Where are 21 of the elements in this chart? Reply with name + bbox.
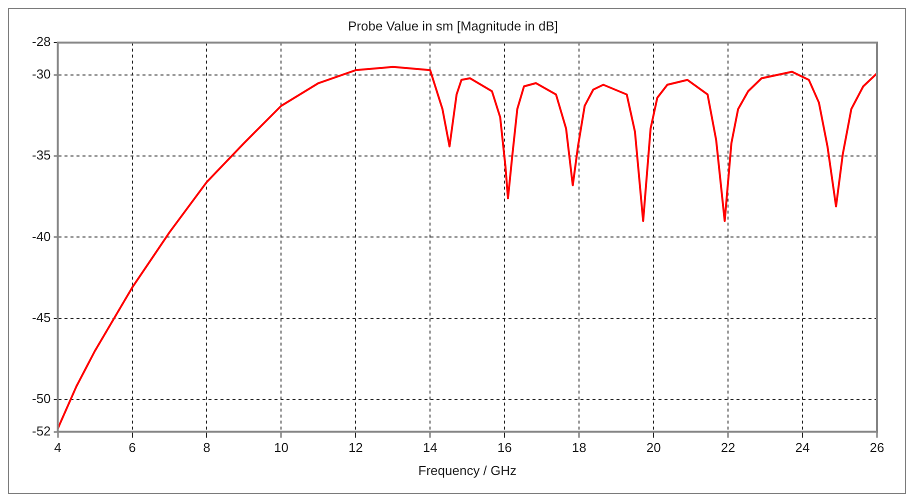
x-tick-label: 20: [646, 440, 661, 456]
x-tick-label: 18: [572, 440, 586, 456]
y-tick-label: -50: [32, 390, 51, 406]
y-tick-label: -52: [32, 423, 51, 438]
x-tick-label: 22: [720, 440, 736, 456]
x-tick-label: 8: [203, 440, 210, 456]
x-tick-label: 10: [274, 440, 288, 456]
x-tick-label: 26: [870, 440, 884, 456]
x-axis-title: Frequency / GHz: [418, 462, 517, 478]
y-tick-label: -28: [32, 34, 51, 50]
x-tick-label: 16: [497, 440, 512, 456]
y-tick-label: -30: [32, 66, 51, 82]
x-tick-label: 4: [54, 440, 62, 456]
x-tick-label: 14: [422, 440, 438, 456]
x-tick-label: 12: [348, 440, 363, 456]
x-tick-label: 24: [795, 440, 810, 456]
y-tick-label: -35: [32, 148, 51, 163]
x-tick-label: 6: [128, 440, 136, 456]
chart-title: Probe Value in sm [Magnitude in dB]: [348, 18, 558, 34]
y-tick-label: -45: [32, 310, 51, 325]
y-tick-label: -40: [32, 228, 51, 244]
